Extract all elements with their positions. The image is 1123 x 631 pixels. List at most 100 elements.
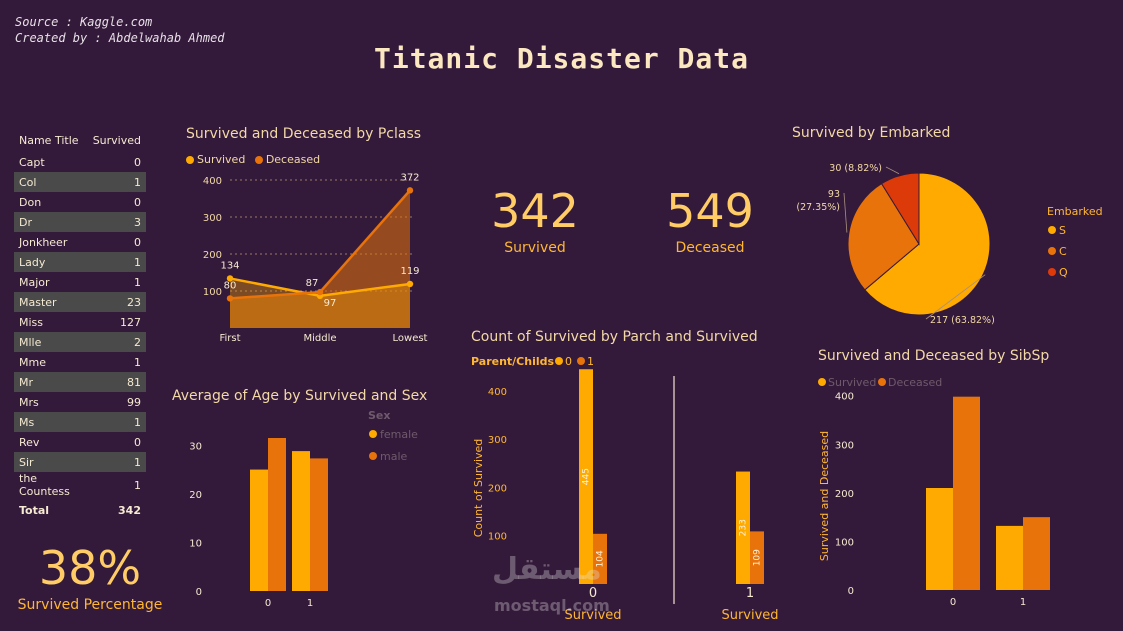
data-label: 104 (596, 550, 606, 567)
table-row[interactable]: Miss 127 (14, 312, 146, 332)
row-name-title: Ms (14, 412, 88, 432)
point-deceased (406, 187, 414, 194)
table-row[interactable]: Dr 3 (14, 212, 146, 232)
parch-chart[interactable]: Parent/Childs 0 1 100 200 300 400 Count of Surv… (465, 348, 805, 628)
row-name-title: Master (14, 292, 88, 312)
row-survived-count: 0 (134, 435, 141, 449)
row-survived-count: 2 (87, 332, 146, 352)
row-name-title: Major (19, 275, 50, 289)
data-label: 80 (224, 280, 237, 291)
sibsp-chart-title: Survived and Deceased by SibSp (818, 348, 1050, 364)
embarked-chart-title: Survived by Embarked (792, 125, 951, 141)
y-tick-label: 30 (189, 441, 202, 452)
x-axis-label: Survived (721, 608, 778, 623)
x-tick-label: 1 (307, 598, 313, 609)
slice-label: 217 (63.82%) (930, 315, 995, 326)
x-tick-label: 0 (265, 598, 271, 609)
row-name-title: Jonkheer (19, 235, 68, 249)
table-header-row: Name Title Survived (14, 128, 146, 152)
y-tick-label: 400 (203, 176, 222, 187)
slice-S (864, 172, 991, 316)
table-row[interactable]: Mrs 99 (14, 392, 146, 412)
row-survived-count: 1 (87, 172, 146, 192)
column-header-survived[interactable]: Survived (92, 133, 141, 147)
table-row[interactable]: Major 1 (14, 272, 146, 292)
legend-label: 0 (565, 355, 572, 368)
table-row[interactable]: Col 1 (14, 172, 146, 192)
bar-parch-1 (750, 531, 764, 584)
facet-label: 0 (589, 586, 597, 601)
deceased-count-label: Deceased (675, 240, 745, 256)
table-row[interactable]: Don 0 (14, 192, 146, 212)
legend-label: Survived (828, 376, 876, 389)
y-tick-label: 0 (848, 586, 854, 597)
source-text: Source : Kaggle.com (15, 15, 153, 29)
table-row[interactable]: Lady 1 (14, 252, 146, 272)
table-row[interactable]: Capt 0 (14, 152, 146, 172)
data-label: 97 (324, 298, 337, 309)
sibsp-chart[interactable]: Survived Deceased 0 100 200 300 400 Survived an… (812, 368, 1112, 628)
y-tick-label: 0 (196, 587, 202, 598)
pclass-chart[interactable]: 100 200 300 400 134 87 119 80 97 372 First Middle Lo… (180, 170, 450, 350)
legend-label: Deceased (888, 376, 942, 389)
table-row[interactable]: Master 23 (14, 292, 146, 312)
leader-line (885, 166, 900, 175)
y-tick-label: 20 (189, 490, 202, 501)
age-chart[interactable]: 0 10 20 30 0 1 Sex female male (170, 405, 460, 625)
table-row[interactable]: Ms 1 (14, 412, 146, 432)
legend-dot (1048, 268, 1056, 276)
name-title-table-grid: Name Title Survived Capt 0 Col 1 Don 0 Dr 3 Jonk… (14, 128, 146, 522)
bar-survived (926, 488, 953, 590)
y-tick-label: 400 (835, 392, 854, 403)
table-row[interactable]: Mlle 2 (14, 332, 146, 352)
row-name-title: Mme (19, 355, 46, 369)
row-name-title: Mr (14, 372, 88, 392)
bar-female (292, 451, 310, 591)
bar-male (268, 438, 286, 591)
column-header-name[interactable]: Name Title (19, 133, 79, 147)
row-survived-count: 0 (134, 195, 141, 209)
watermark-logo: مستقل (492, 552, 602, 587)
y-tick-label: 100 (488, 532, 507, 543)
row-survived-count: 127 (120, 315, 141, 329)
table-row[interactable]: Jonkheer 0 (14, 232, 146, 252)
embarked-pie-chart[interactable]: 217 (63.82%) 93 (27.35%) 30 (8.82%) Embarked… (790, 150, 1110, 340)
total-label: Total (19, 503, 50, 517)
data-label: 119 (400, 266, 419, 277)
leader-line (843, 192, 848, 233)
x-tick-label: Middle (303, 333, 336, 344)
survived-percentage-label: Survived Percentage (17, 597, 163, 613)
x-tick-label: Lowest (393, 333, 428, 344)
y-tick-label: 100 (835, 537, 854, 548)
row-name-title: Capt (19, 155, 45, 169)
legend-label: S (1059, 224, 1066, 237)
table-row[interactable]: Sir 1 (14, 452, 146, 472)
legend-survived-label: Survived (197, 153, 246, 166)
slice-label: (27.35%) (796, 202, 840, 213)
row-name-title: Don (19, 195, 42, 209)
total-row: Total 342 (14, 498, 146, 522)
row-survived-count: 3 (87, 212, 146, 232)
row-name-title: Col (14, 172, 88, 192)
table-row[interactable]: the Countess 1 (14, 472, 146, 498)
row-name-title: Rev (19, 435, 40, 449)
bar-male (310, 458, 328, 591)
table-row[interactable]: Mme 1 (14, 352, 146, 372)
data-label: 233 (739, 519, 749, 536)
slice-label: 93 (828, 189, 840, 200)
pclass-chart-title: Survived and Deceased by Pclass (186, 126, 422, 142)
table-row[interactable]: Rev 0 (14, 432, 146, 452)
row-survived-count: 0 (134, 235, 141, 249)
row-name-title: Mrs (19, 395, 39, 409)
legend-dot (1048, 226, 1056, 234)
bar-deceased (953, 396, 980, 590)
row-name-title: Sir (14, 452, 88, 472)
row-survived-count: 81 (87, 372, 146, 392)
name-title-table[interactable]: Name Title Survived Capt 0 Col 1 Don 0 Dr 3 Jonk… (14, 128, 148, 522)
survived-count-label: Survived (504, 240, 566, 256)
deceased-count-value: 549 (666, 184, 754, 238)
row-survived-count: 0 (134, 155, 141, 169)
row-survived-count: 1 (134, 275, 141, 289)
row-name-title: Lady (14, 252, 88, 272)
table-row[interactable]: Mr 81 (14, 372, 146, 392)
